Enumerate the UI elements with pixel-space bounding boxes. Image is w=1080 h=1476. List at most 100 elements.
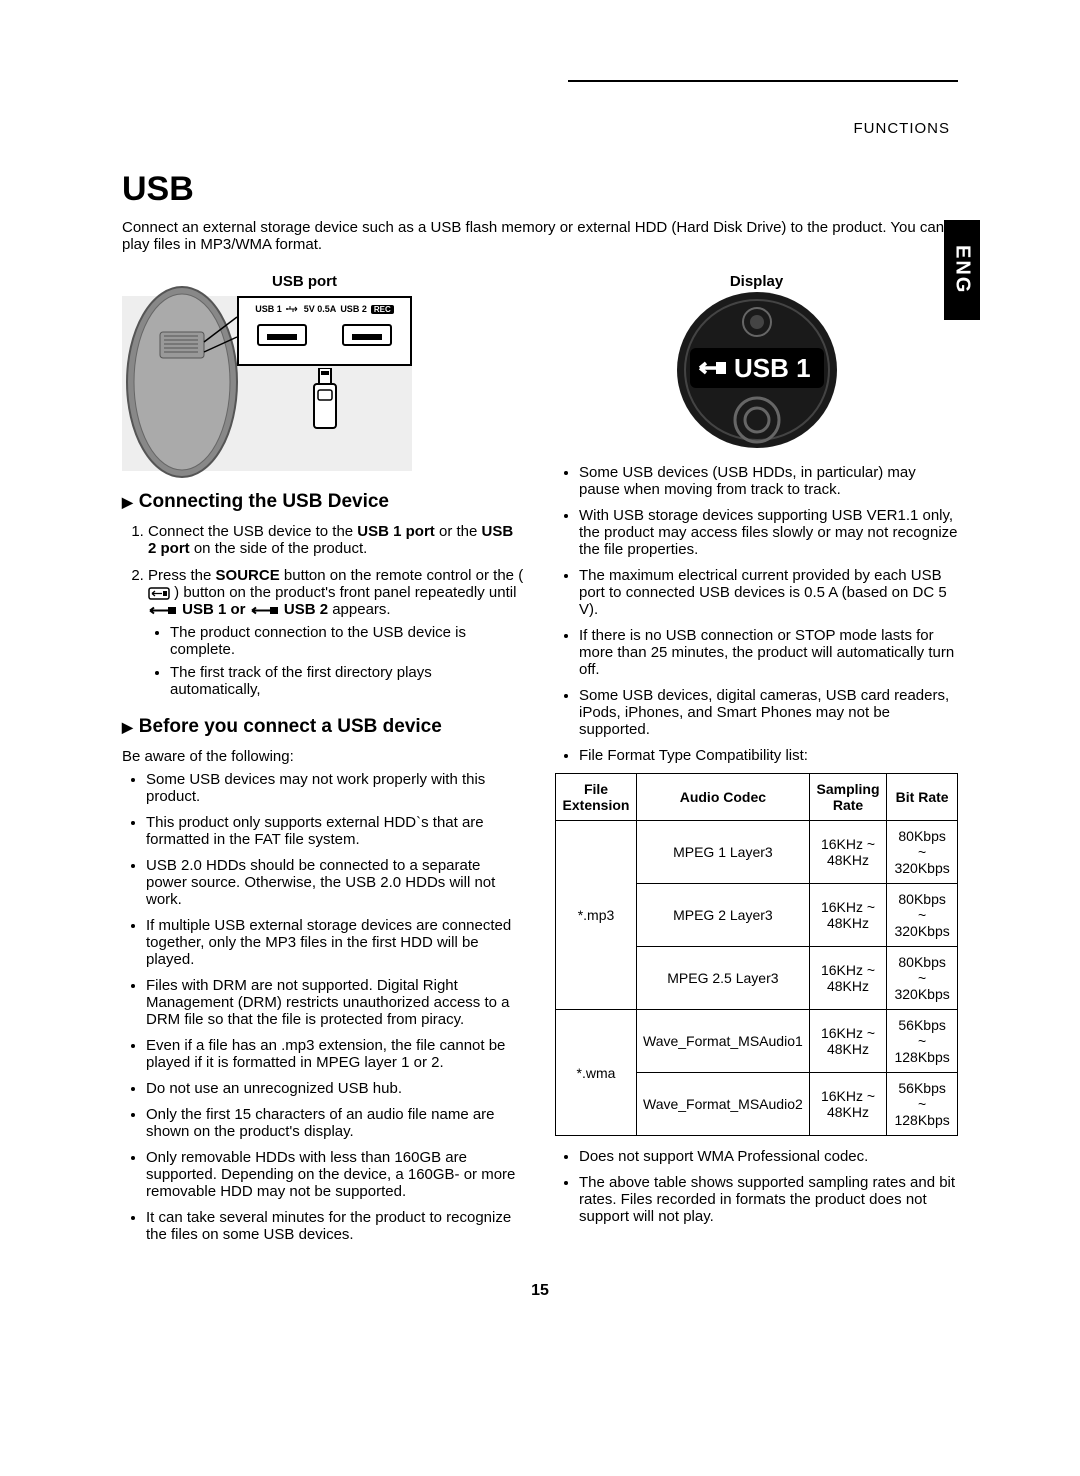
cell: 80Kbps ~ 320Kbps <box>887 947 958 1010</box>
triangle-icon: ▶ <box>122 719 133 735</box>
step-2: Press the SOURCE button on the remote co… <box>148 567 525 698</box>
usb-slot-1 <box>257 324 307 346</box>
s2-b3: USB 2 <box>280 601 328 618</box>
before-item: Some USB devices may not work properly w… <box>146 771 525 805</box>
usb-slots <box>239 324 410 346</box>
usb-stick-illustration <box>310 368 340 438</box>
note-item: Some USB devices, digital cameras, USB c… <box>579 687 958 738</box>
page-title: USB <box>122 170 958 209</box>
before-item: Files with DRM are not supported. Digita… <box>146 977 525 1028</box>
cell-ext-wma: *.wma <box>556 1010 637 1136</box>
table-header-row: File Extension Audio Codec Sampling Rate… <box>556 774 958 821</box>
cell: MPEG 1 Layer3 <box>637 821 810 884</box>
s1-pre: Connect the USB device to the <box>148 523 357 540</box>
table-row: *.mp3 MPEG 1 Layer3 16KHz ~ 48KHz 80Kbps… <box>556 821 958 884</box>
heading-connecting: ▶Connecting the USB Device <box>122 491 525 513</box>
th-sampling: Sampling Rate <box>809 774 886 821</box>
step-1: Connect the USB device to the USB 1 port… <box>148 523 525 557</box>
s2-b2: USB 1 or <box>178 601 250 618</box>
s1-mid: or the <box>435 523 482 540</box>
cell: 16KHz ~ 48KHz <box>809 884 886 947</box>
after-item: Does not support WMA Professional codec. <box>579 1148 958 1165</box>
two-column-layout: USB port USB 1 <box>122 273 958 1252</box>
table-row: *.wma Wave_Format_MSAudio1 16KHz ~ 48KHz… <box>556 1010 958 1073</box>
usb-port-label: USB port <box>272 273 525 290</box>
before-item: Only removable HDDs with less than 160GB… <box>146 1149 525 1200</box>
note-item: If there is no USB connection or STOP mo… <box>579 627 958 678</box>
cell: 56Kbps ~ 128Kbps <box>887 1010 958 1073</box>
before-intro: Be aware of the following: <box>122 748 525 765</box>
source-button-icon <box>148 587 170 600</box>
th-file-ext: File Extension <box>556 774 637 821</box>
th-codec: Audio Codec <box>637 774 810 821</box>
display-svg: USB 1 <box>672 290 842 450</box>
th-bitrate: Bit Rate <box>887 774 958 821</box>
usb-icon <box>148 604 178 617</box>
top-rule <box>568 80 958 82</box>
cell: 16KHz ~ 48KHz <box>809 947 886 1010</box>
cell: Wave_Format_MSAudio1 <box>637 1010 810 1073</box>
language-tab: ENG <box>944 220 980 320</box>
compatibility-table: File Extension Audio Codec Sampling Rate… <box>555 773 958 1136</box>
before-item: Only the first 15 characters of an audio… <box>146 1106 525 1140</box>
cell: Wave_Format_MSAudio2 <box>637 1073 810 1136</box>
note-item: The maximum electrical current provided … <box>579 567 958 618</box>
cell: 16KHz ~ 48KHz <box>809 821 886 884</box>
page: FUNCTIONS ENG USB Connect an external st… <box>0 0 1080 1340</box>
heading-before-text: Before you connect a USB device <box>139 716 442 737</box>
usb-icon <box>250 604 280 617</box>
triangle-icon: ▶ <box>122 494 133 510</box>
cell: 80Kbps ~ 320Kbps <box>887 884 958 947</box>
s2-mid: button on the remote control or the ( <box>280 567 523 584</box>
s2-mid2: ) button on the product's front panel re… <box>170 584 516 601</box>
display-figure: USB 1 <box>672 290 842 450</box>
step-2-sub1: The product connection to the USB device… <box>170 624 525 658</box>
right-column: Display USB 1 Som <box>555 273 958 1252</box>
note-item: Some USB devices (USB HDDs, in particula… <box>579 464 958 498</box>
cell: 80Kbps ~ 320Kbps <box>887 821 958 884</box>
s2-post: appears. <box>328 601 391 618</box>
before-item: Do not use an unrecognized USB hub. <box>146 1080 525 1097</box>
before-item: This product only supports external HDD`… <box>146 814 525 848</box>
display-screen-text: USB 1 <box>734 353 811 383</box>
after-table-list: Does not support WMA Professional codec.… <box>555 1148 958 1225</box>
s1-b1: USB 1 port <box>357 523 435 540</box>
s1-post: on the side of the product. <box>190 540 368 557</box>
before-item: USB 2.0 HDDs should be connected to a se… <box>146 857 525 908</box>
before-list: Some USB devices may not work properly w… <box>122 771 525 1243</box>
right-notes-list: Some USB devices (USB HDDs, in particula… <box>555 464 958 764</box>
step-2-sublist: The product connection to the USB device… <box>148 624 525 698</box>
usb1-text: USB 1 <box>255 304 282 314</box>
before-item: It can take several minutes for the prod… <box>146 1209 525 1243</box>
cell: 56Kbps ~ 128Kbps <box>887 1073 958 1136</box>
speaker-illustration <box>122 282 242 482</box>
intro-text: Connect an external storage device such … <box>122 219 958 253</box>
usb-spec-text: 5V 0.5A <box>304 304 337 314</box>
usb-box-label-row: USB 1 5V 0.5A USB 2 REC <box>239 304 410 314</box>
usb-trident-icon <box>286 305 300 313</box>
connect-steps-list: Connect the USB device to the USB 1 port… <box>122 523 525 698</box>
section-label: FUNCTIONS <box>854 120 951 137</box>
usb2-text: USB 2 <box>340 304 367 314</box>
note-item: File Format Type Compatibility list: <box>579 747 958 764</box>
s2-b1: SOURCE <box>216 567 280 584</box>
rec-badge: REC <box>371 305 394 314</box>
after-item: The above table shows supported sampling… <box>579 1174 958 1225</box>
usb-port-figure: USB 1 5V 0.5A USB 2 REC <box>122 296 412 471</box>
step-2-sub2: The first track of the first directory p… <box>170 664 525 698</box>
page-number: 15 <box>122 1282 958 1300</box>
cell: MPEG 2 Layer3 <box>637 884 810 947</box>
s2-pre: Press the <box>148 567 216 584</box>
before-item: If multiple USB external storage devices… <box>146 917 525 968</box>
cell: 16KHz ~ 48KHz <box>809 1073 886 1136</box>
heading-before: ▶ Before you connect a USB device <box>122 716 525 738</box>
cell-ext-mp3: *.mp3 <box>556 821 637 1010</box>
before-item: Even if a file has an .mp3 extension, th… <box>146 1037 525 1071</box>
left-column: USB port USB 1 <box>122 273 525 1252</box>
cell: MPEG 2.5 Layer3 <box>637 947 810 1010</box>
note-item: With USB storage devices supporting USB … <box>579 507 958 558</box>
usb-slot-2 <box>342 324 392 346</box>
display-label: Display <box>730 273 783 290</box>
usb-box-diagram: USB 1 5V 0.5A USB 2 REC <box>237 296 412 366</box>
cell: 16KHz ~ 48KHz <box>809 1010 886 1073</box>
